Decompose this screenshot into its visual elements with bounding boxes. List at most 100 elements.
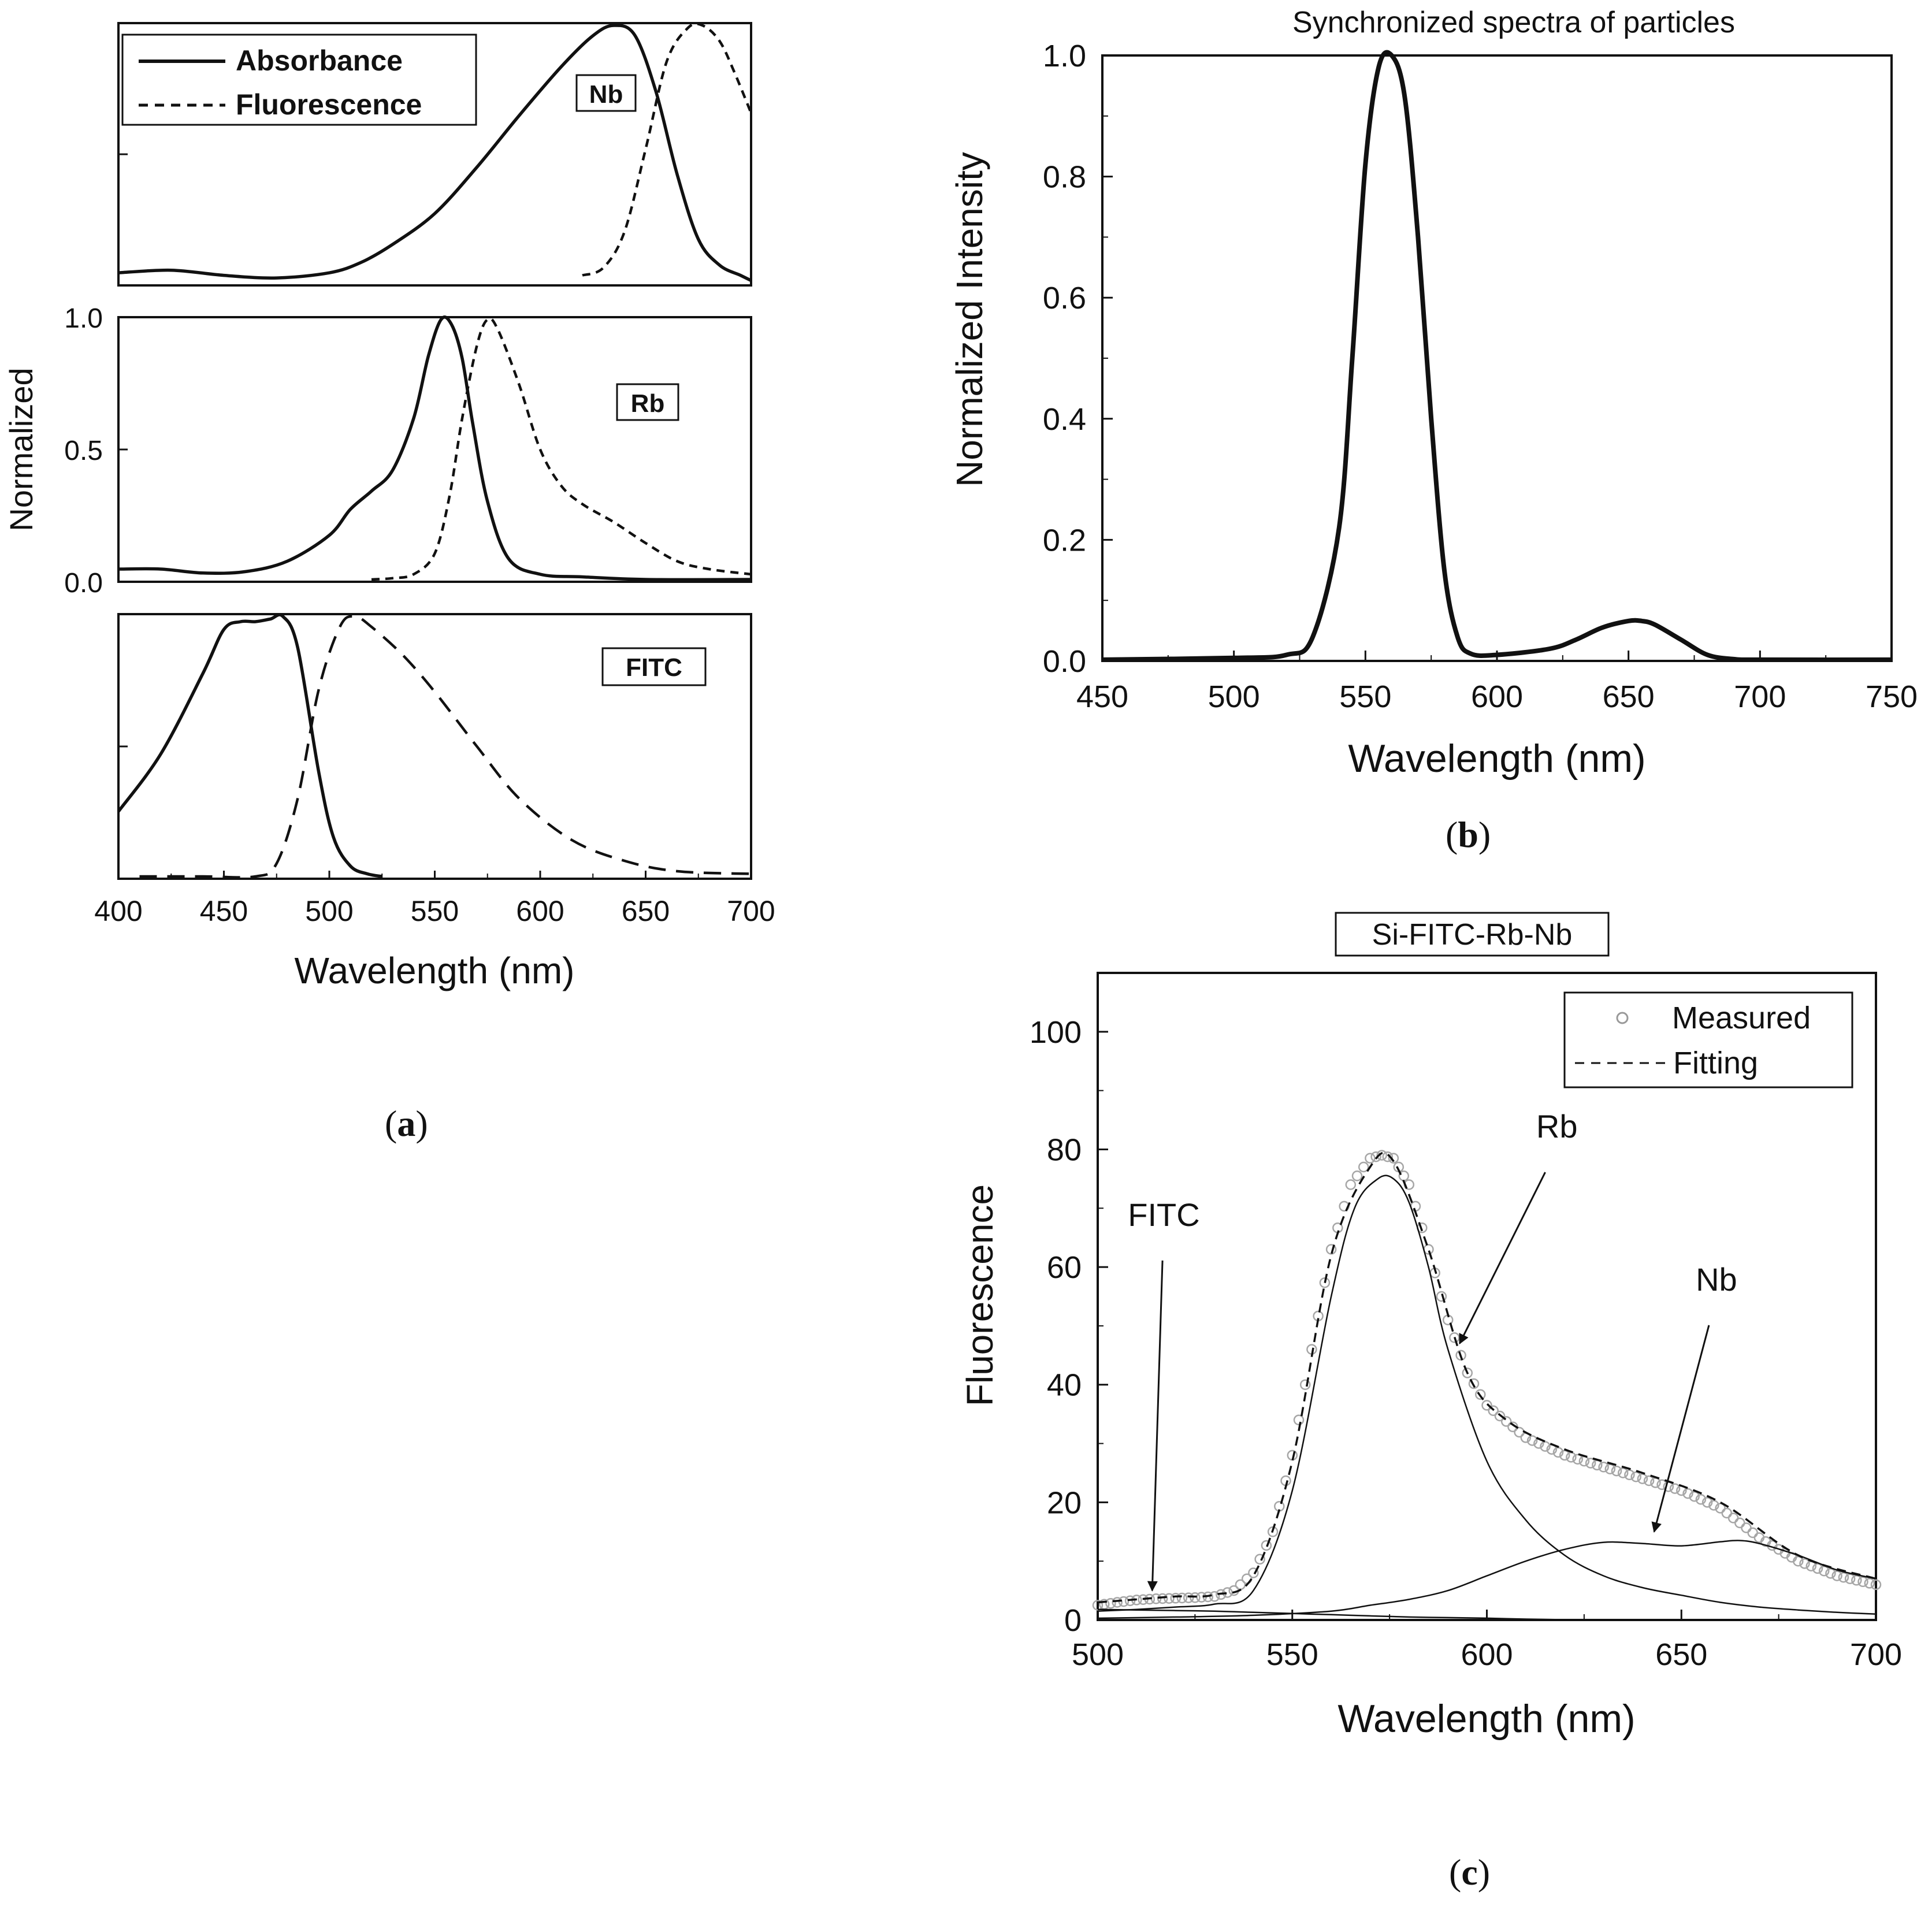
panel-c-measured-point bbox=[1572, 1454, 1583, 1465]
panel-c-measured-point bbox=[1838, 1571, 1849, 1583]
panel-a-nb-fluorescence-line bbox=[582, 22, 753, 277]
panel-c-measured-point bbox=[1190, 1592, 1201, 1603]
panel-a-middle-label-box bbox=[616, 383, 679, 421]
panel-c-measured-point bbox=[1254, 1554, 1265, 1565]
panel-c-y-tick-label: 80 bbox=[1047, 1132, 1082, 1167]
panel-a-middle-frame bbox=[117, 316, 752, 583]
panel-a-top-label: Nb bbox=[589, 80, 623, 109]
panel-c-measured-point bbox=[1164, 1593, 1175, 1604]
panel-c-measured-point bbox=[1481, 1400, 1492, 1411]
panel-c-measured-point bbox=[1825, 1568, 1836, 1579]
panel-c-measured-point bbox=[1370, 1151, 1381, 1162]
panel-c-measured-point bbox=[1500, 1416, 1512, 1427]
panel-c-y-tick-label: 40 bbox=[1047, 1368, 1082, 1403]
annotation-rb-arrow bbox=[1459, 1172, 1546, 1345]
panel-c-measured-point bbox=[1578, 1455, 1590, 1467]
panel-c-measured-point bbox=[1727, 1513, 1739, 1523]
panel-a-bottom-label: FITC bbox=[626, 653, 682, 682]
caption-b-letter: b bbox=[1458, 814, 1478, 855]
panel-c-measured-point bbox=[1299, 1379, 1311, 1390]
panel-b-chart: Synchronized spectra of particles 450 500… bbox=[949, 6, 1918, 781]
panel-c-ticks: 500 550 600 650 700 0 20 40 60 80 100 bbox=[1030, 1015, 1902, 1672]
panel-c-measured-point bbox=[1540, 1441, 1551, 1452]
legend-fitting-label: Fitting bbox=[1673, 1046, 1758, 1080]
panel-c-y-tick-label: 100 bbox=[1030, 1015, 1082, 1050]
panel-c-y-tick-label: 20 bbox=[1047, 1485, 1082, 1520]
panel-b-x-axis-title: Wavelength (nm) bbox=[1348, 737, 1645, 781]
panel-b-y-tick-label: 0.6 bbox=[1043, 281, 1086, 315]
legend-measured-label: Measured bbox=[1672, 1001, 1811, 1035]
panel-b-y-axis-title: Normalized Intensity bbox=[949, 152, 990, 487]
panel-c-measured-series bbox=[1092, 1150, 1882, 1611]
panel-c-measured-point bbox=[1248, 1567, 1259, 1578]
panel-c-title-box bbox=[1335, 912, 1610, 957]
panel-c-x-tick-label: 500 bbox=[1072, 1637, 1124, 1672]
panel-a-y-axis-title: Normalized bbox=[3, 367, 39, 531]
caption-a-letter: a bbox=[397, 1103, 416, 1144]
legend-box bbox=[121, 34, 477, 126]
panel-b-y-tick-label: 1.0 bbox=[1043, 39, 1086, 73]
panel-c-measured-point bbox=[1650, 1477, 1661, 1488]
panel-c-title: Si-FITC-Rb-Nb bbox=[1372, 918, 1573, 952]
panel-c-measured-point bbox=[1388, 1153, 1399, 1164]
panel-c-measured-point bbox=[1261, 1540, 1272, 1551]
panel-b-x-tick-label: 550 bbox=[1339, 679, 1391, 714]
panel-c-x-tick-label: 550 bbox=[1266, 1637, 1318, 1672]
panel-a-middle-lines bbox=[118, 315, 752, 582]
legend-absorbance-label: Absorbance bbox=[236, 44, 403, 77]
panel-c-x-axis-title: Wavelength (nm) bbox=[1337, 1697, 1635, 1741]
panel-c-measured-point bbox=[1695, 1494, 1707, 1505]
panel-c-fitc-line bbox=[1097, 1608, 1565, 1621]
panel-b-frame bbox=[1101, 54, 1893, 662]
panel-c-measured-point bbox=[1598, 1462, 1609, 1473]
panel-a-top-label-box bbox=[575, 74, 637, 112]
caption-b: (b) bbox=[1446, 814, 1491, 855]
panel-b-y-tick-label: 0.2 bbox=[1043, 523, 1086, 558]
panel-b-x-tick-label: 600 bbox=[1471, 679, 1523, 714]
panel-a-fitc-absorbance-line bbox=[117, 613, 382, 878]
panel-c-measured-point bbox=[1365, 1153, 1376, 1164]
panel-c-measured-point bbox=[1325, 1244, 1337, 1255]
panel-b-x-tick-label: 700 bbox=[1734, 679, 1786, 714]
panel-c-measured-point bbox=[1747, 1527, 1758, 1539]
panel-a-bottom-plot: FITC 400 450 500 550 600 650 700 Wavelength (n… bbox=[94, 613, 775, 991]
panel-a-rb-fluorescence-line bbox=[371, 317, 752, 581]
panel-c-measured-point bbox=[1455, 1350, 1466, 1361]
panel-b-x-tick-label: 650 bbox=[1603, 679, 1655, 714]
panel-c-measured-point bbox=[1624, 1469, 1635, 1481]
panel-a-nb-absorbance-line bbox=[118, 24, 752, 282]
panel-c-chart: Si-FITC-Rb-Nb 500 550 600 650 700 0 20 40 60 80 10… bbox=[959, 912, 1902, 1741]
panel-c-measured-point bbox=[1870, 1579, 1882, 1591]
panel-c-measured-point bbox=[1170, 1593, 1181, 1604]
panel-c-fitting-line bbox=[1097, 1151, 1877, 1604]
panel-b-title: Synchronized spectra of particles bbox=[1292, 6, 1735, 39]
panel-c-measured-point bbox=[1844, 1573, 1856, 1584]
panel-a-x-tick-label: 450 bbox=[200, 895, 248, 927]
annotation-nb-label: Nb bbox=[1696, 1261, 1737, 1298]
annotation-fitc-arrow bbox=[1147, 1260, 1164, 1592]
panel-c-measured-point bbox=[1351, 1170, 1363, 1181]
panel-c-measured-point bbox=[1462, 1368, 1473, 1378]
panel-c-measured-point bbox=[1358, 1161, 1369, 1173]
panel-c-measured-point bbox=[1617, 1467, 1629, 1478]
panel-c-measured-point bbox=[1831, 1570, 1842, 1581]
caption-c-letter: c bbox=[1461, 1852, 1478, 1893]
panel-c-y-tick-label: 60 bbox=[1047, 1250, 1082, 1285]
panel-c-measured-point bbox=[1449, 1332, 1460, 1343]
panel-c-measured-point bbox=[1851, 1575, 1862, 1586]
panel-c-measured-point bbox=[1585, 1458, 1596, 1469]
caption-a: (a) bbox=[385, 1103, 428, 1144]
panel-a-middle-plot: Rb 0.0 0.5 1.0 Normalized bbox=[3, 303, 752, 599]
panel-c-measured-point bbox=[1216, 1589, 1227, 1600]
panel-c-measured-point bbox=[1566, 1452, 1577, 1463]
panel-a-x-axis-title: Wavelength (nm) bbox=[295, 950, 575, 991]
panel-c-measured-point bbox=[1592, 1459, 1603, 1471]
panel-c-measured-point bbox=[1319, 1277, 1331, 1288]
panel-c-measured-point bbox=[1138, 1594, 1149, 1605]
panel-c-rb-line bbox=[1097, 1175, 1877, 1615]
panel-a-x-tick-label: 650 bbox=[622, 895, 670, 927]
panel-c-measured-point bbox=[1741, 1522, 1752, 1533]
panel-b-y-tick-label: 0.4 bbox=[1043, 402, 1086, 437]
panel-a-y-tick-label: 0.0 bbox=[64, 568, 103, 599]
